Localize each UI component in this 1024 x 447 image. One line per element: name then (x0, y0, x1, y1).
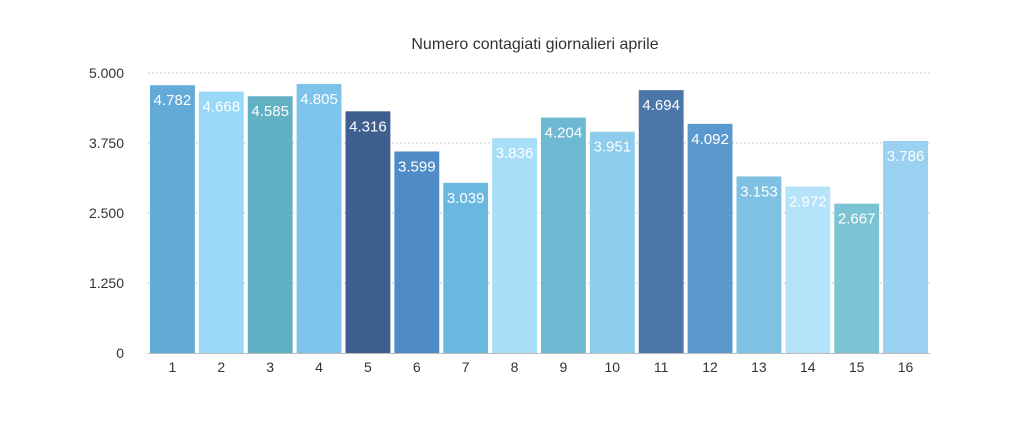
bars (150, 83, 928, 354)
x-tick-label: 13 (751, 359, 767, 375)
bar-value-label: 4.782 (154, 92, 192, 109)
bar-value-label: 4.316 (349, 118, 387, 135)
bar-value-label: 4.668 (203, 99, 241, 116)
bar-value-label: 4.204 (545, 125, 583, 142)
y-tick-label: 2.500 (89, 205, 124, 221)
bar-value-label: 4.092 (691, 131, 729, 148)
x-tick-label: 16 (898, 359, 914, 375)
x-tick-label: 4 (315, 359, 323, 375)
bar-value-label: 3.039 (447, 190, 485, 207)
y-tick-label: 0 (116, 345, 124, 361)
bar-value-label: 3.153 (740, 183, 778, 200)
x-tick-label: 2 (217, 359, 225, 375)
bar (589, 131, 635, 353)
x-tick-label: 12 (702, 359, 718, 375)
bar (638, 90, 684, 354)
x-tick-label: 8 (511, 359, 519, 375)
bar-value-label: 2.972 (789, 194, 827, 211)
bar-value-label: 4.585 (251, 103, 289, 120)
bar-value-label: 3.836 (496, 145, 534, 162)
bar (883, 140, 928, 353)
bar-value-label: 2.667 (838, 211, 876, 228)
bar (345, 111, 391, 353)
chart-title: Numero contagiati giornalieri aprile (411, 36, 659, 53)
x-tick-label: 15 (849, 359, 865, 375)
bar (394, 151, 440, 353)
bar (150, 85, 195, 353)
x-tick-label: 7 (462, 359, 470, 375)
x-tick-label: 6 (413, 359, 421, 375)
bar (198, 91, 244, 353)
bar (736, 176, 782, 353)
bar (834, 203, 880, 353)
bar-value-label: 3.599 (398, 158, 436, 175)
bar-value-label: 3.786 (887, 148, 925, 165)
bar (687, 123, 733, 354)
x-tick-label: 3 (266, 359, 274, 375)
bar (443, 182, 489, 353)
bar-value-label: 3.951 (594, 139, 632, 156)
y-tick-label: 3.750 (89, 135, 124, 151)
x-tick-label: 14 (800, 359, 816, 375)
value-labels: 4.782 4.668 4.585 4.805 4.316 3.599 3.039 3.836… (154, 91, 925, 228)
y-tick-label: 1.250 (89, 275, 124, 291)
bar (785, 186, 831, 353)
bar (247, 96, 293, 354)
x-tick-label: 10 (605, 359, 621, 375)
x-tick-label: 1 (169, 359, 177, 375)
bar (296, 83, 342, 354)
x-tick-label: 5 (364, 359, 372, 375)
bar-value-label: 4.805 (300, 91, 338, 108)
x-tick-label: 11 (654, 359, 669, 375)
bar (541, 117, 586, 354)
bar-value-label: 4.694 (642, 97, 680, 114)
y-tick-label: 5.000 (89, 65, 124, 81)
bar (492, 138, 537, 353)
x-tick-label: 9 (560, 359, 568, 375)
